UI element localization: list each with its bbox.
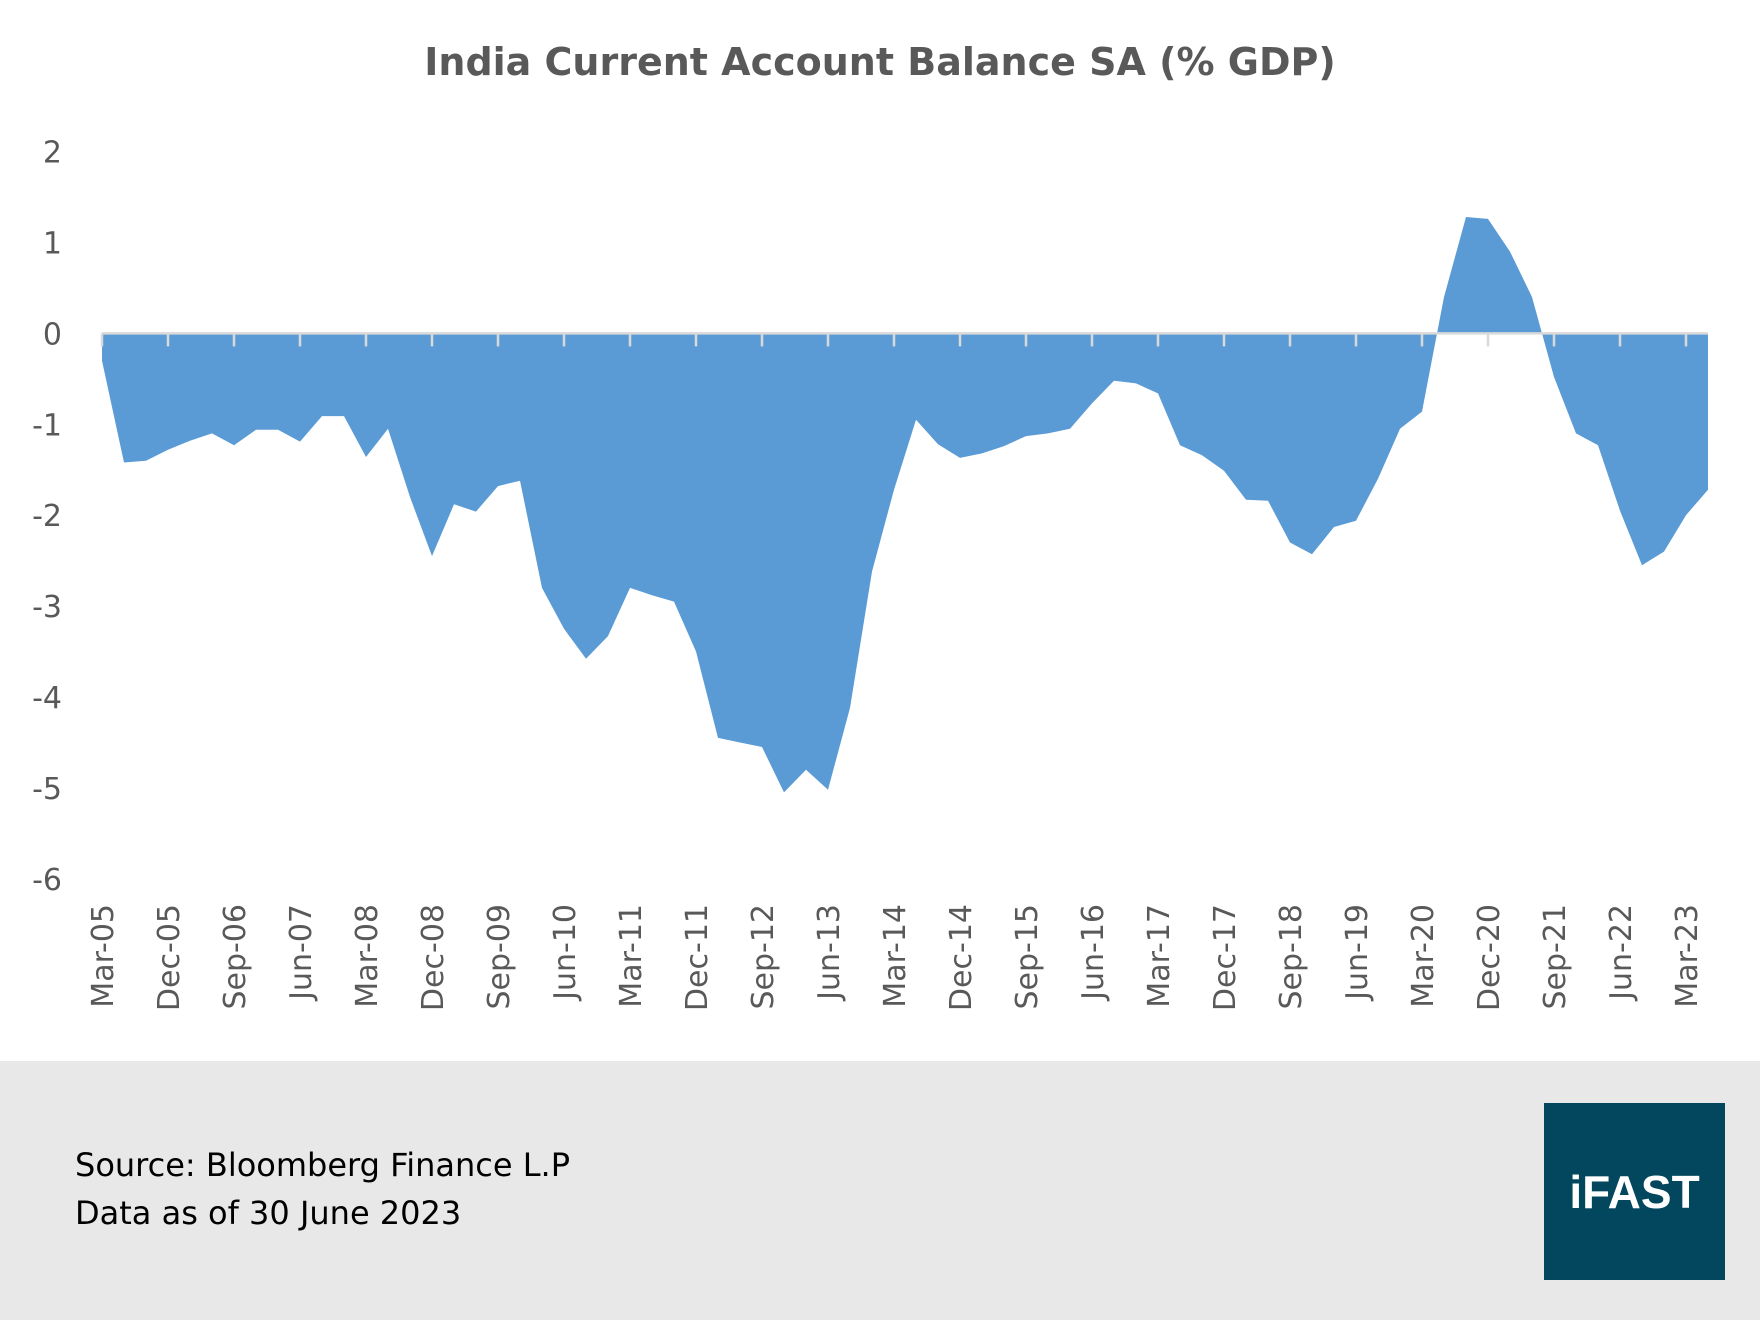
x-tick-label: Mar-17 (1142, 904, 1177, 1008)
x-tick-label: Dec-17 (1208, 904, 1243, 1011)
data-date-text: Data as of 30 June 2023 (75, 1194, 462, 1232)
x-tick-label: Jun-16 (1076, 904, 1111, 1002)
y-tick-label: 0 (43, 317, 62, 352)
x-tick-label: Mar-05 (86, 904, 121, 1008)
x-tick-label: Sep-15 (1010, 904, 1045, 1010)
x-tick-label: Jun-07 (284, 904, 319, 1002)
x-tick-label: Mar-11 (614, 904, 649, 1008)
x-tick-label: Sep-18 (1274, 904, 1309, 1010)
x-tick-label: Sep-21 (1538, 904, 1573, 1010)
x-tick-label: Jun-22 (1604, 904, 1639, 1002)
x-tick-label: Sep-06 (218, 904, 253, 1010)
x-tick-label: Sep-12 (746, 904, 781, 1010)
x-tick-label: Jun-19 (1340, 904, 1375, 1002)
area-series (102, 217, 1708, 793)
y-tick-label: -2 (32, 499, 62, 534)
x-tick-label: Jun-13 (812, 904, 847, 1002)
y-tick-label: -1 (32, 408, 62, 443)
x-tick-label: Jun-10 (548, 904, 583, 1002)
x-tick-label: Dec-20 (1472, 904, 1507, 1011)
x-tick-label: Dec-14 (944, 904, 979, 1011)
y-tick-label: 1 (43, 227, 62, 262)
x-tick-label: Mar-23 (1670, 904, 1705, 1008)
x-tick-label: Mar-08 (350, 904, 385, 1008)
chart-title: India Current Account Balance SA (% GDP) (424, 40, 1336, 84)
y-tick-label: -4 (32, 681, 62, 716)
x-tick-label: Mar-14 (878, 904, 913, 1008)
footer (0, 1061, 1760, 1320)
source-text: Source: Bloomberg Finance L.P (75, 1146, 570, 1184)
y-tick-label: -6 (32, 863, 62, 898)
x-tick-label: Dec-11 (680, 904, 715, 1011)
y-tick-label: -3 (32, 590, 62, 625)
x-tick-label: Sep-09 (482, 904, 517, 1010)
x-tick-label: Dec-05 (152, 904, 187, 1011)
y-tick-label: -5 (32, 772, 62, 807)
ifast-logo: iFAST (1544, 1103, 1725, 1280)
x-tick-label: Mar-20 (1406, 904, 1441, 1008)
y-tick-label: 2 (43, 136, 62, 171)
x-tick-label: Dec-08 (416, 904, 451, 1011)
area-chart: 2 1 0 -1 -2 -3 -4 -5 -6 Mar-05 Dec-05 Sep-06 Jun-07 M… (32, 136, 1708, 1011)
